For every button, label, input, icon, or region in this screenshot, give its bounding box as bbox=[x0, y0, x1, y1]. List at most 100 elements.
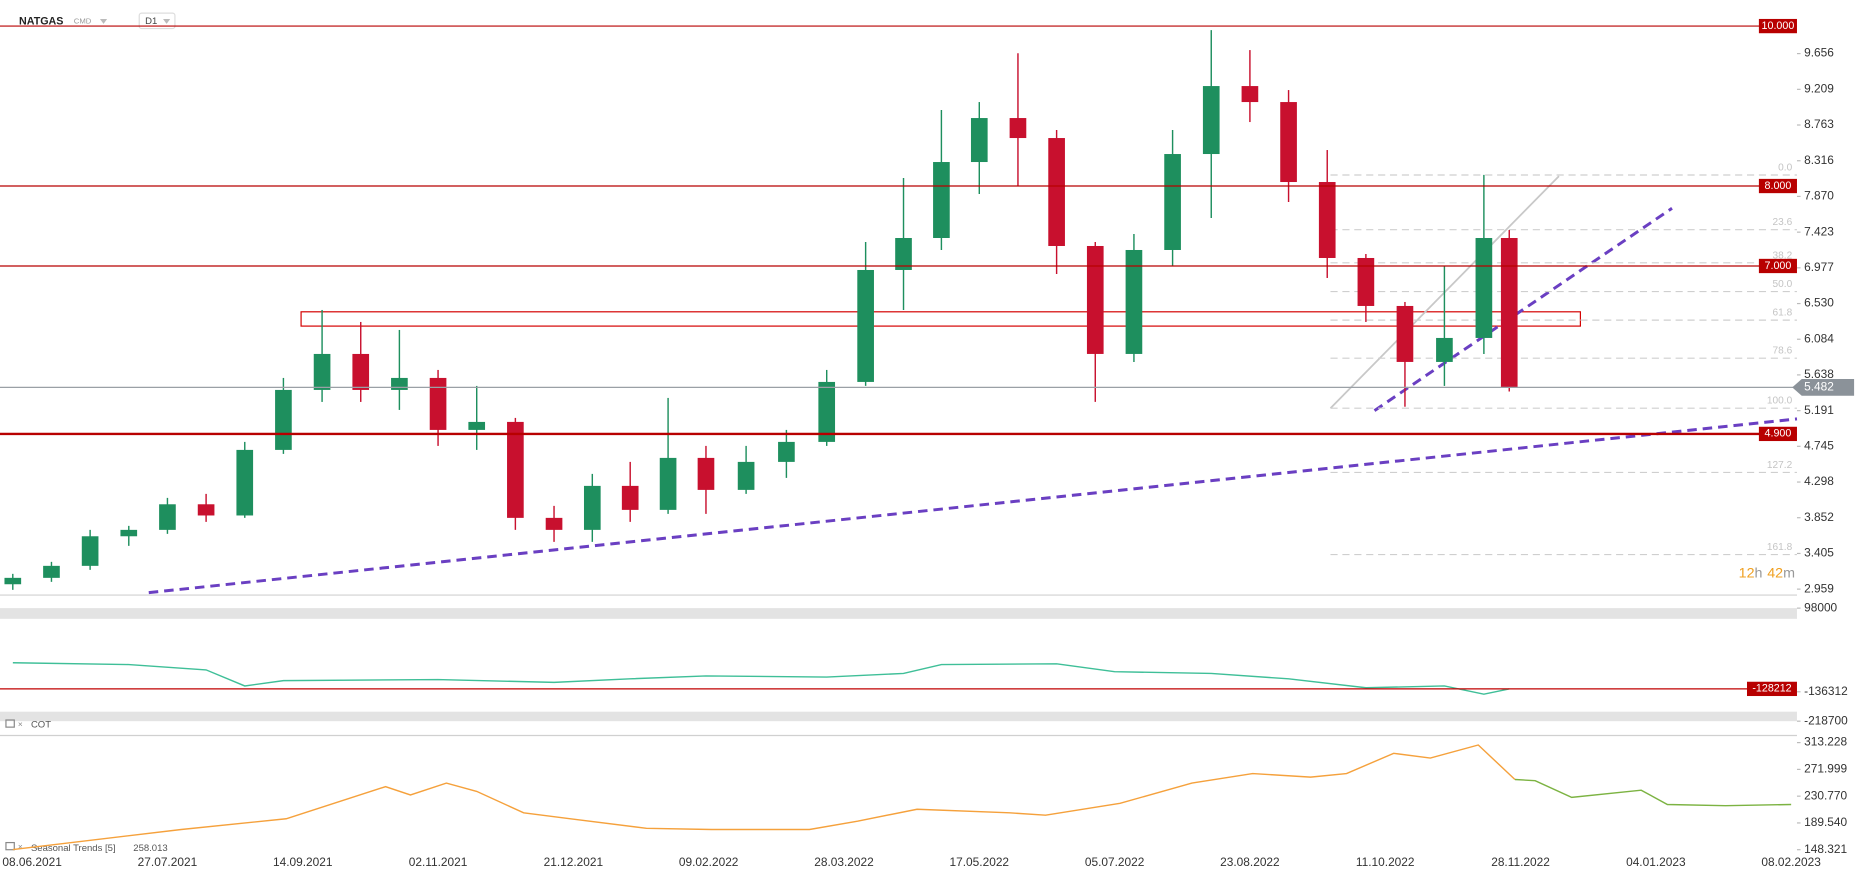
candle-body bbox=[1396, 305, 1414, 362]
x-tick-label: 17.05.2022 bbox=[950, 855, 1010, 869]
y-tick-label: 148.321 bbox=[1804, 842, 1847, 856]
x-tick-label: 14.09.2021 bbox=[273, 855, 333, 869]
last-price-tag bbox=[1792, 379, 1855, 396]
x-tick-label: 11.10.2022 bbox=[1356, 855, 1415, 869]
candle-body bbox=[507, 421, 524, 518]
y-tick-label: 6.084 bbox=[1804, 331, 1834, 345]
fib-label: 0.0 bbox=[1778, 163, 1792, 174]
y-tick-label: -218700 bbox=[1804, 713, 1848, 727]
resistance-zone bbox=[300, 311, 1581, 327]
y-tick-label: 4.298 bbox=[1804, 474, 1834, 488]
legend-icon[interactable] bbox=[5, 841, 15, 851]
candle-body bbox=[4, 577, 22, 585]
candle-body bbox=[583, 485, 601, 530]
countdown-part: m bbox=[1783, 565, 1795, 581]
x-tick-label: 09.02.2022 bbox=[679, 855, 739, 869]
candle-body bbox=[737, 461, 755, 490]
candle-body bbox=[352, 353, 370, 390]
candle-body bbox=[1436, 337, 1453, 362]
legend-icon-x[interactable]: × bbox=[18, 719, 23, 729]
level-tag bbox=[1758, 18, 1797, 34]
x-tick-label: 28.03.2022 bbox=[814, 855, 874, 869]
y-tick-label: 189.540 bbox=[1804, 815, 1847, 829]
y-tick-label: 2.959 bbox=[1804, 581, 1834, 595]
y-tick-label: 9.209 bbox=[1804, 81, 1834, 95]
candle-body bbox=[1009, 118, 1027, 139]
candle-body bbox=[1086, 245, 1104, 354]
candle-body bbox=[659, 457, 677, 510]
y-tick-label: 313.228 bbox=[1804, 735, 1847, 749]
level-label: 8.000 bbox=[1765, 180, 1792, 192]
x-tick-label: 21.12.2021 bbox=[544, 855, 604, 869]
interval[interactable]: D1 bbox=[145, 16, 157, 27]
panel-bar bbox=[0, 711, 1797, 722]
countdown-part: h bbox=[1755, 565, 1763, 581]
y-tick-label: 5.638 bbox=[1804, 367, 1834, 381]
countdown: 12h 42m bbox=[1739, 565, 1795, 581]
last-price-label: 5.482 bbox=[1804, 380, 1834, 394]
candle-body bbox=[43, 565, 60, 578]
dropdown-icon[interactable] bbox=[99, 19, 108, 24]
panel-bar bbox=[0, 608, 1797, 619]
candle-body bbox=[1318, 182, 1336, 258]
legend-icon[interactable] bbox=[5, 719, 15, 728]
candle-body bbox=[1280, 102, 1297, 183]
candle-body bbox=[120, 529, 138, 537]
x-tick-label: 08.02.2023 bbox=[1761, 855, 1821, 869]
level-label: 7.000 bbox=[1765, 260, 1792, 272]
candle-body bbox=[778, 441, 795, 462]
countdown-part: 42 bbox=[1767, 565, 1783, 581]
x-tick-label: 23.08.2022 bbox=[1220, 855, 1280, 869]
fib-label: 50.0 bbox=[1773, 279, 1793, 290]
candle-body bbox=[1164, 154, 1181, 250]
legend-title: Seasonal Trends [5] bbox=[31, 843, 116, 854]
candle-body bbox=[236, 449, 254, 516]
level-tag bbox=[1758, 426, 1797, 442]
y-tick-label: 5.191 bbox=[1804, 403, 1834, 417]
y-tick-label: 7.870 bbox=[1804, 189, 1834, 203]
candle-body bbox=[429, 377, 447, 430]
y-tick-label: 7.423 bbox=[1804, 224, 1834, 238]
candle-body bbox=[197, 504, 215, 516]
y-tick-label: 4.745 bbox=[1804, 438, 1834, 452]
candle-body bbox=[81, 536, 99, 566]
x-tick-label: 08.06.2021 bbox=[2, 855, 62, 869]
trend-line bbox=[148, 417, 1798, 595]
level-label: 10.000 bbox=[1762, 20, 1795, 32]
data-line bbox=[12, 744, 1516, 851]
dropdown-icon[interactable] bbox=[163, 19, 171, 24]
fib-label: 100.0 bbox=[1767, 396, 1793, 407]
candle-body bbox=[895, 237, 912, 270]
candle-body bbox=[857, 269, 874, 382]
candle-body bbox=[1202, 86, 1220, 155]
candle-body bbox=[1048, 138, 1065, 246]
candle-body bbox=[1125, 249, 1143, 354]
y-tick-label: 9.656 bbox=[1804, 46, 1834, 60]
candle-body bbox=[1475, 237, 1493, 338]
candle-body bbox=[1357, 257, 1375, 306]
x-tick-label: 04.01.2023 bbox=[1626, 855, 1686, 869]
y-tick-label: 8.763 bbox=[1804, 117, 1834, 131]
candle-body bbox=[159, 504, 176, 530]
y-tick-label: 6.530 bbox=[1804, 296, 1834, 310]
candle-body bbox=[933, 162, 950, 238]
candle-body bbox=[391, 377, 408, 390]
candle-body bbox=[1241, 86, 1259, 103]
interval-box[interactable] bbox=[138, 12, 176, 30]
legend-title: COT bbox=[31, 719, 51, 730]
countdown-part: 12 bbox=[1739, 565, 1755, 581]
y-tick-label: 3.405 bbox=[1804, 546, 1834, 560]
fib-label: 78.6 bbox=[1773, 346, 1793, 357]
y-tick-label: 98000 bbox=[1804, 600, 1837, 614]
x-tick-label: 27.07.2021 bbox=[138, 855, 198, 869]
x-tick-label: 28.11.2022 bbox=[1491, 855, 1550, 869]
symbol: NATGAS bbox=[19, 15, 63, 27]
x-tick-label: 02.11.2021 bbox=[409, 855, 468, 869]
current-value-label: -128212 bbox=[1752, 683, 1791, 695]
y-tick-label: 271.999 bbox=[1804, 762, 1847, 776]
legend-icon-x[interactable]: × bbox=[18, 842, 23, 852]
data-line bbox=[12, 662, 1510, 695]
candle-body bbox=[468, 421, 486, 430]
y-tick-label: -136312 bbox=[1804, 684, 1848, 698]
